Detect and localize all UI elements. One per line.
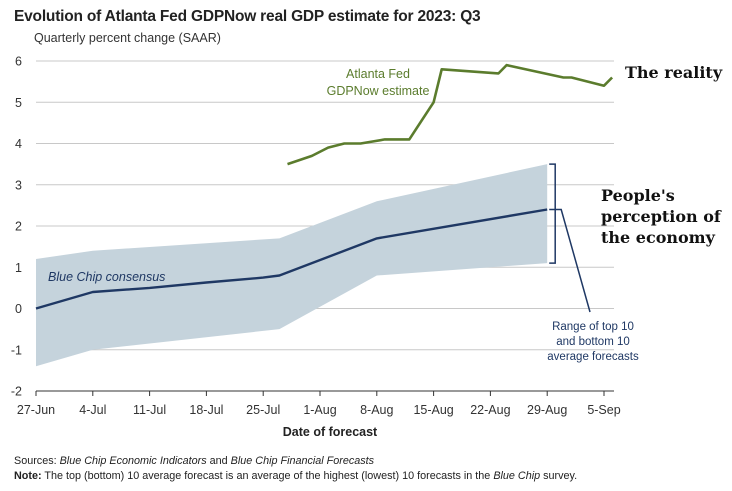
range-leader-line xyxy=(549,208,591,313)
range-label-line: average forecasts xyxy=(547,351,639,363)
gdpnow-series-line xyxy=(287,63,614,166)
sources-label: Sources: xyxy=(14,455,57,467)
sources-italic-1: Blue Chip Economic Indicators xyxy=(59,455,207,467)
x-axis-label: Date of forecast xyxy=(283,425,378,439)
sources-and: and xyxy=(206,455,231,467)
y-tick-label: 4 xyxy=(15,137,22,151)
axis-layer: 6 5 4 3 2 1 0 -1 -2 27-Jun 4-Jul 11-Jul 18-Jul 25-Jul… xyxy=(11,55,621,440)
chart-canvas: 6 5 4 3 2 1 0 -1 -2 27-Jun 4-Jul 11-Jul 18-Jul 25-Jul… xyxy=(11,55,723,440)
series-layer xyxy=(35,63,614,310)
x-tick-label: 11-Jul xyxy=(133,403,166,417)
range-bracket xyxy=(549,163,556,264)
chart-notes: Sources: Blue Chip Economic Indicators a… xyxy=(14,454,577,484)
y-tick-label: -1 xyxy=(11,343,22,357)
perception-label-line: perception of xyxy=(601,207,722,226)
note-italic: Blue Chip xyxy=(493,470,541,482)
x-tick-label: 27-Jun xyxy=(17,403,55,417)
y-tick-label: -2 xyxy=(11,385,22,399)
x-tick-label: 22-Aug xyxy=(470,403,510,417)
perception-label-line: the economy xyxy=(601,228,716,247)
range-label-line: and bottom 10 xyxy=(556,336,630,348)
annotation-layer: Atlanta Fed GDPNow estimate Blue Chip cons… xyxy=(48,63,723,363)
x-tick-label: 18-Jul xyxy=(189,403,223,417)
gdpnow-label-line: Atlanta Fed xyxy=(346,67,410,81)
range-label-line: Range of top 10 xyxy=(552,321,634,333)
gdpnow-label-line: GDPNow estimate xyxy=(327,84,430,98)
bluechip-series-line xyxy=(35,208,548,310)
x-tick-label: 1-Aug xyxy=(303,403,336,417)
x-tick-label: 25-Jul xyxy=(246,403,280,417)
y-tick-label: 0 xyxy=(15,302,22,316)
x-tick-label: 5-Sep xyxy=(587,403,620,417)
note-end: survey. xyxy=(540,470,578,482)
sources-italic-2: Blue Chip Financial Forecasts xyxy=(230,455,375,467)
y-tick-label: 2 xyxy=(15,220,22,234)
forecast-range-band xyxy=(36,164,548,367)
x-tick-label: 8-Aug xyxy=(360,403,393,417)
chart-subtitle: Quarterly percent change (SAAR) xyxy=(34,31,221,45)
x-tick-label: 29-Aug xyxy=(527,403,567,417)
chart-title: Evolution of Atlanta Fed GDPNow real GDP… xyxy=(14,8,481,25)
y-tick-label: 6 xyxy=(15,55,22,69)
y-tick-label: 1 xyxy=(15,261,22,275)
bluechip-label: Blue Chip consensus xyxy=(48,270,165,284)
perception-label-line: People's xyxy=(601,186,675,205)
x-tick-label: 4-Jul xyxy=(79,403,106,417)
x-tick-label: 15-Aug xyxy=(413,403,453,417)
sources-line: Sources: Blue Chip Economic Indicators a… xyxy=(14,454,577,469)
note-line: Note: The top (bottom) 10 average foreca… xyxy=(14,469,577,484)
note-label: Note: xyxy=(14,470,42,482)
note-text: The top (bottom) 10 average forecast is … xyxy=(41,470,494,482)
forecast-range-band-layer xyxy=(36,164,548,367)
y-tick-label: 3 xyxy=(15,178,22,192)
reality-label: The reality xyxy=(625,63,723,82)
y-tick-label: 5 xyxy=(15,96,22,110)
